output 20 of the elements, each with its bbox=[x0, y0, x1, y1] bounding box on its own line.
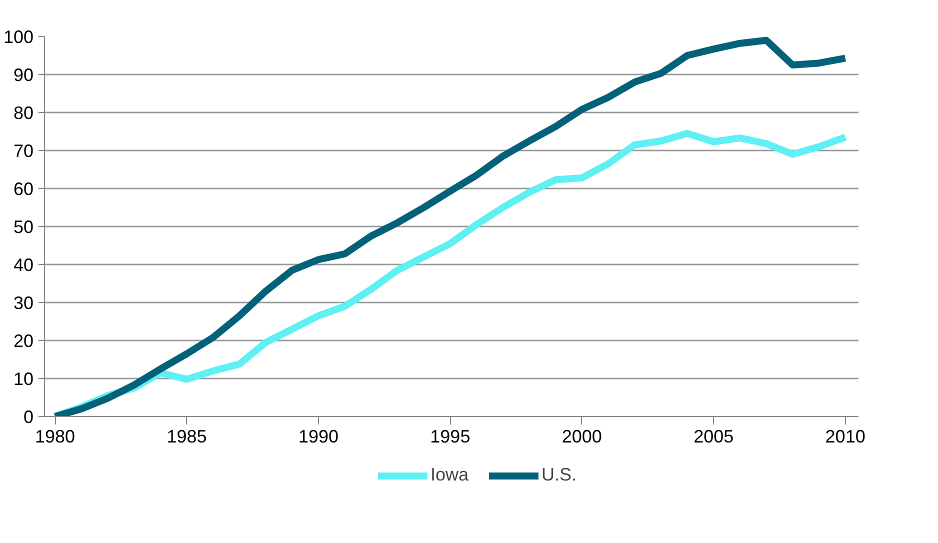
x-tick-label: 2010 bbox=[825, 426, 866, 446]
x-tick-label: 1995 bbox=[430, 426, 470, 446]
x-tick-label: 1990 bbox=[298, 426, 338, 446]
x-tick-label: 1980 bbox=[35, 426, 76, 446]
y-tick-label: 10 bbox=[13, 369, 34, 389]
x-tick-label: 2000 bbox=[562, 426, 602, 446]
x-tick-label: 1985 bbox=[166, 426, 207, 446]
y-tick-label: 30 bbox=[13, 293, 34, 313]
y-tick-label: 100 bbox=[3, 27, 34, 47]
y-tick-label: 60 bbox=[13, 179, 34, 199]
y-tick-label: 90 bbox=[13, 65, 34, 85]
legend-label: Iowa bbox=[430, 464, 469, 486]
y-tick-label: 0 bbox=[23, 407, 34, 427]
legend-label: U.S. bbox=[542, 464, 577, 486]
y-tick-label: 50 bbox=[13, 217, 34, 237]
y-tick-label: 80 bbox=[13, 103, 34, 123]
y-tick-label: 70 bbox=[13, 141, 34, 161]
y-tick-label: 40 bbox=[13, 255, 34, 275]
x-tick-label: 2005 bbox=[694, 426, 734, 446]
y-tick-label: 20 bbox=[13, 331, 34, 351]
